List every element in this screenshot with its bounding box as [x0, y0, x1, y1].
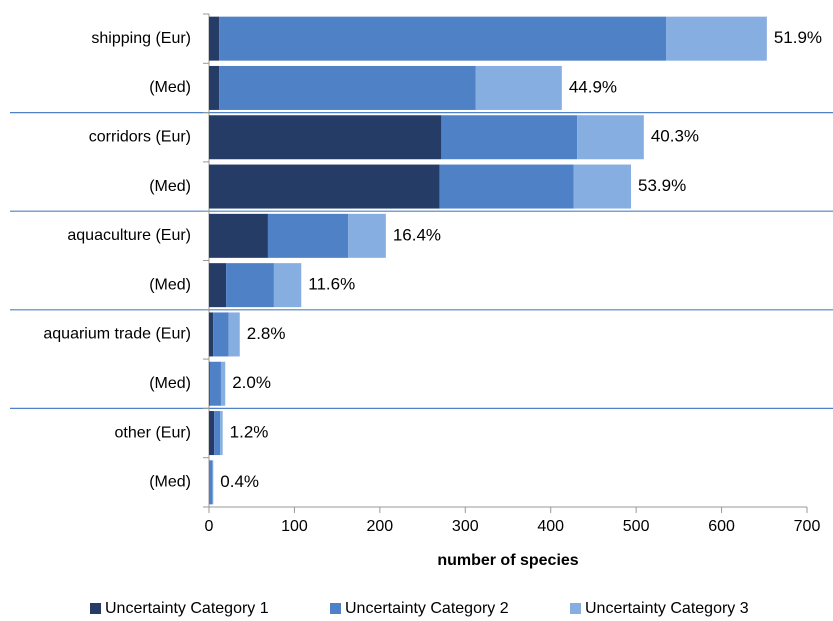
x-tick-label: 300 — [452, 518, 479, 535]
y-tick-label: other (Eur) — [115, 424, 191, 441]
bar-segment — [348, 213, 386, 258]
bar-annotation: 53.9% — [638, 176, 686, 195]
bar-segment — [209, 164, 440, 209]
bar-segment — [666, 16, 767, 61]
bar-annotation: 11.6% — [308, 275, 355, 294]
y-tick-label: (Med) — [149, 474, 191, 491]
y-tick-label: (Med) — [149, 276, 191, 293]
bar-annotation: 1.2% — [230, 423, 269, 442]
bar-segment — [213, 312, 229, 357]
bar-segment — [577, 115, 644, 160]
bar-annotation: 40.3% — [651, 127, 699, 146]
y-tick-label: (Med) — [149, 375, 191, 392]
bar-segment — [209, 460, 213, 505]
bar-segment — [209, 16, 220, 61]
x-tick-label: 500 — [623, 518, 650, 535]
bar-segment — [209, 115, 442, 160]
bar-segment — [228, 312, 240, 357]
bar-segment — [209, 361, 210, 406]
x-tick-label: 100 — [281, 518, 308, 535]
bar-annotation: 16.4% — [393, 225, 441, 244]
bar-segment — [219, 65, 476, 110]
legend-swatch — [90, 603, 101, 614]
bar-annotation: 2.0% — [232, 373, 271, 392]
x-tick-label: 400 — [537, 518, 564, 535]
legend-label: Uncertainty Category 2 — [345, 600, 509, 617]
bar-segment — [209, 213, 268, 258]
bar-segment — [439, 164, 574, 209]
bar-annotation: 44.9% — [569, 77, 617, 96]
x-tick-label: 0 — [205, 518, 214, 535]
x-axis-label: number of species — [437, 552, 578, 569]
bar-segment — [214, 411, 221, 456]
bar-segment — [209, 263, 227, 308]
bar-annotation: 2.8% — [247, 324, 286, 343]
bar-annotation: 51.9% — [774, 28, 822, 47]
bar-segment — [475, 65, 562, 110]
bar-segment — [209, 65, 220, 110]
y-tick-label: aquarium trade (Eur) — [43, 326, 191, 343]
legend-swatch — [330, 603, 341, 614]
y-tick-label: corridors (Eur) — [89, 128, 191, 145]
bar-segment — [219, 16, 667, 61]
y-tick-label: (Med) — [149, 79, 191, 96]
bar-segment — [220, 361, 226, 406]
x-tick-label: 200 — [367, 518, 394, 535]
y-tick-label: aquaculture (Eur) — [67, 227, 191, 244]
bar-annotation: 0.4% — [220, 472, 259, 491]
legend-label: Uncertainty Category 1 — [105, 600, 269, 617]
bar-segment — [209, 361, 221, 406]
x-tick-label: 700 — [794, 518, 821, 535]
bar-segment — [226, 263, 274, 308]
bar-segment — [573, 164, 632, 209]
x-tick-label: 600 — [708, 518, 735, 535]
y-tick-label: (Med) — [149, 178, 191, 195]
bar-segment — [267, 213, 349, 258]
bar-segment — [209, 411, 215, 456]
bar-segment — [441, 115, 578, 160]
bar-segment — [212, 460, 214, 505]
y-tick-label: shipping (Eur) — [91, 30, 191, 47]
bar-segment — [209, 312, 214, 357]
legend-label: Uncertainty Category 3 — [585, 600, 749, 617]
bar-segment — [220, 411, 223, 456]
legend-swatch — [570, 603, 581, 614]
bar-segment — [273, 263, 302, 308]
